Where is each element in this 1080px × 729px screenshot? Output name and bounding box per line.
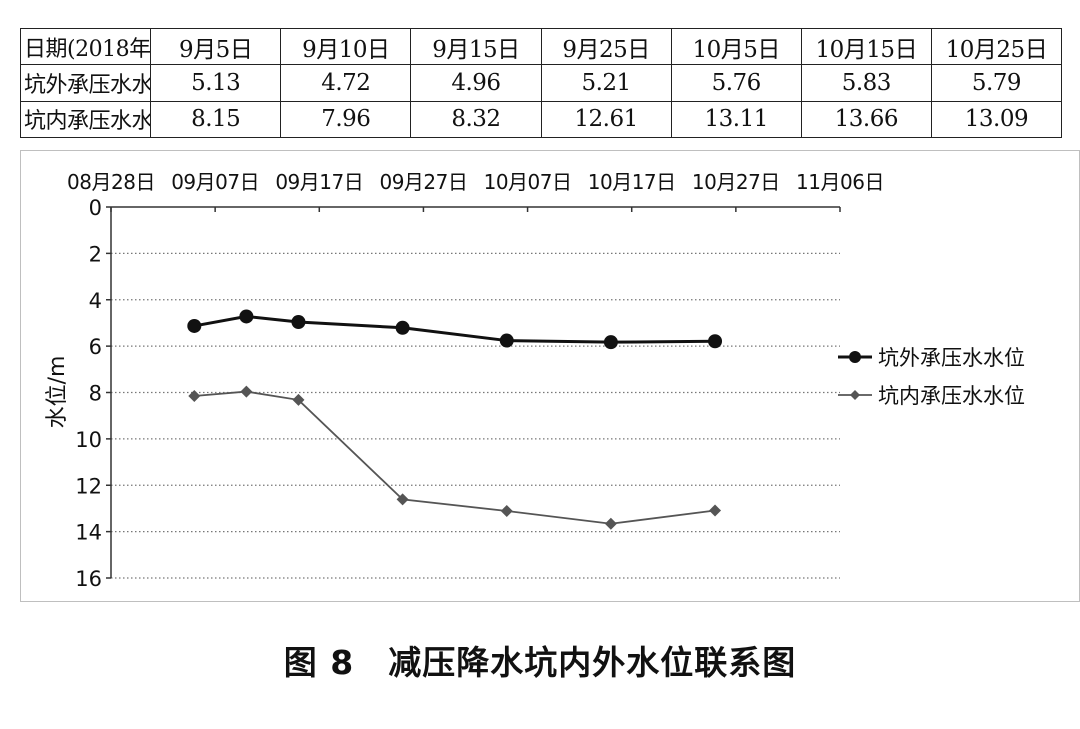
y-tick-label: 12 — [75, 474, 102, 498]
data-point — [395, 320, 410, 335]
table-cell: 8.15 — [150, 100, 282, 139]
table-cell: 13.09 — [930, 100, 1063, 139]
x-tick-label: 08月28日 — [67, 170, 155, 194]
x-tick-label: 09月07日 — [171, 170, 259, 194]
x-tick-label: 10月27日 — [692, 170, 780, 194]
table-date-cell: 9月10日 — [280, 27, 412, 66]
y-tick-label: 0 — [89, 196, 102, 220]
data-point — [188, 389, 201, 402]
data-table: 日期(2018年) 9月5日 9月10日 9月15日 9月25日 10月5日 1… — [19, 27, 1063, 139]
table-cell: 13.66 — [800, 100, 932, 139]
figure-caption: 图 8 减压降水坑内外水位联系图 — [283, 643, 797, 682]
table-row: 坑外承压水水位/m 5.13 4.72 4.96 5.21 5.76 5.83 … — [19, 64, 1063, 102]
data-point — [187, 318, 202, 333]
y-tick-label: 16 — [75, 567, 102, 591]
table-date-cell: 9月5日 — [150, 27, 282, 66]
table-row: 坑内承压水水位/m 8.15 7.96 8.32 12.61 13.11 13.… — [19, 100, 1063, 139]
data-point — [604, 517, 617, 530]
table-row-label: 坑内承压水水位/m — [19, 100, 152, 139]
series-line — [194, 314, 716, 344]
data-point — [603, 335, 618, 350]
data-point — [708, 334, 723, 349]
data-point — [291, 315, 306, 330]
data-point — [499, 333, 514, 348]
table-cell: 5.13 — [150, 64, 282, 102]
legend-marker — [850, 390, 860, 400]
y-tick-label: 6 — [89, 335, 102, 359]
x-tick-label: 09月17日 — [275, 170, 363, 194]
data-point — [239, 309, 254, 324]
table-cell: 4.72 — [280, 64, 412, 102]
table-cell: 12.61 — [540, 100, 672, 139]
data-point — [292, 393, 305, 406]
data-point — [396, 493, 409, 506]
table-row-label: 坑外承压水水位/m — [19, 64, 152, 102]
legend-marker — [849, 351, 861, 363]
x-tick-label: 10月17日 — [588, 170, 676, 194]
y-tick-label: 2 — [89, 242, 102, 266]
legend-label: 坑外承压水水位 — [878, 346, 1025, 370]
data-point — [240, 385, 253, 398]
table-header-label: 日期(2018年) — [19, 27, 152, 66]
table-cell: 13.11 — [670, 100, 802, 139]
y-tick-label: 8 — [89, 382, 102, 406]
x-tick-label: 09月27日 — [379, 170, 467, 194]
x-tick-label: 11月06日 — [796, 170, 884, 194]
y-tick-label: 10 — [75, 428, 102, 452]
water-level-chart: 0 2 4 6 8 10 12 14 16 08月28日 09月07日 09月17日 09月27日 10月… — [45, 170, 1025, 591]
y-tick-label: 4 — [89, 289, 102, 313]
series-line — [194, 390, 716, 525]
y-axis-label: 水位/m — [45, 356, 70, 429]
data-point — [709, 504, 722, 517]
data-point — [500, 504, 513, 517]
legend-label: 坑内承压水水位 — [878, 384, 1025, 408]
table-cell: 4.96 — [410, 64, 542, 102]
x-tick-label: 10月07日 — [484, 170, 572, 194]
table-cell: 8.32 — [410, 100, 542, 139]
y-tick-label: 14 — [75, 521, 102, 545]
table-date-cell: 10月25日 — [930, 27, 1063, 66]
table-date-cell: 10月5日 — [670, 27, 802, 66]
